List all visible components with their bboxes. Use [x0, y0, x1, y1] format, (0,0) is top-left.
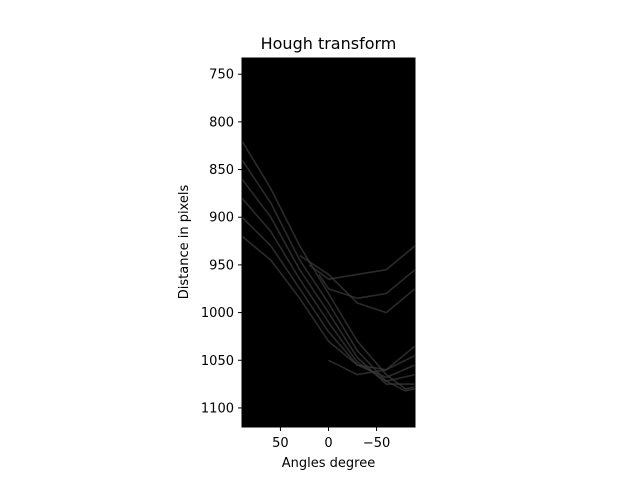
hough-curve-7: [299, 254, 415, 314]
y-tick-label: 900: [209, 211, 234, 226]
x-axis-title: Angles degree: [282, 456, 375, 471]
y-tick-label: 1100: [201, 401, 234, 416]
hough-curve-2: [242, 159, 415, 392]
hough-curve-9: [318, 269, 415, 300]
y-tick-label: 800: [209, 115, 234, 130]
x-tick-label: −50: [363, 436, 390, 451]
hough-curve-3: [242, 178, 415, 385]
hough-curve-8: [308, 245, 415, 281]
hough-curves: [242, 140, 415, 392]
x-tick-label: 50: [272, 436, 289, 451]
y-tick-label: 850: [209, 163, 234, 178]
y-tick-label: 750: [209, 68, 234, 83]
hough-curve-10: [328, 345, 415, 376]
hough-curve-1: [242, 140, 415, 390]
x-tick-label: 0: [324, 436, 332, 451]
plot-area: [242, 58, 415, 427]
y-axis: 750 800 850 900 950 1000 1050 1100: [201, 68, 242, 416]
y-tick-label: 1000: [201, 306, 234, 321]
chart-title: Hough transform: [261, 34, 397, 53]
y-tick-label: 1050: [201, 354, 234, 369]
y-axis-title: Distance in pixels: [177, 185, 192, 300]
hough-curve-4: [242, 197, 415, 383]
hough-curve-5: [242, 216, 415, 379]
x-axis: 50 0 −50: [272, 427, 390, 451]
y-tick-label: 950: [209, 258, 234, 273]
